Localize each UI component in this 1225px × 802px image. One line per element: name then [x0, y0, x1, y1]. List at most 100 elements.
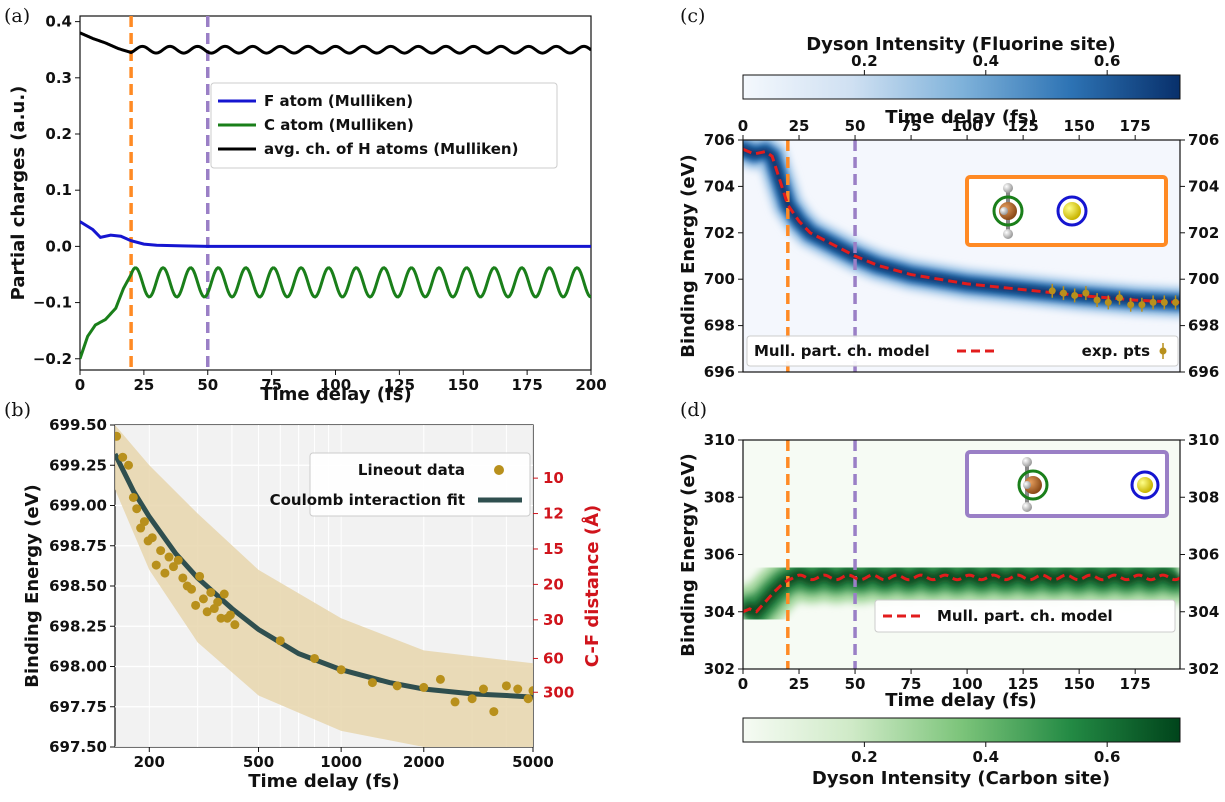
- panel-c-xaxis-tick-label: 25: [789, 117, 810, 135]
- panel-d-y2axis-tick-label: 308: [1188, 488, 1219, 506]
- fluorine-atom-icon: [1137, 477, 1153, 493]
- exp-data-point: [1138, 301, 1146, 309]
- panel-c-colorbar-title: Dyson Intensity (Fluorine site): [806, 34, 1116, 55]
- lineout-data-point: [467, 694, 477, 704]
- lineout-data-point: [160, 568, 170, 578]
- hydrogen-atom-icon: [1003, 229, 1013, 239]
- panel-a-xaxis-tick-label: 100: [320, 376, 351, 394]
- legend-swatch-lineout: [494, 465, 504, 475]
- panel-a-yaxis-tick-label: −0.1: [33, 294, 72, 312]
- panel-d-yaxis-tick-label: 306: [704, 546, 735, 564]
- lineout-data-point: [419, 682, 429, 692]
- panel-d-colorbar-tick-label: 0.4: [972, 748, 999, 766]
- lineout-data-point: [523, 694, 533, 704]
- hydrogen-atom-icon: [1023, 481, 1031, 489]
- panel-a-xaxis-tick-label: 175: [511, 376, 542, 394]
- panel-c-xaxis-tick-label: 0: [738, 117, 748, 135]
- exp-data-point: [1149, 298, 1157, 306]
- panel-d-xaxis-tick-label: 150: [1063, 675, 1094, 693]
- lineout-data-point: [213, 597, 223, 607]
- legend-lineout: Lineout data: [358, 461, 465, 479]
- panel-a-xaxis-tick-label: 50: [197, 376, 218, 394]
- panel-b-yaxis-tick-label: 699.00: [49, 497, 107, 515]
- panel-c-yaxis-tick-label: 698: [704, 317, 735, 335]
- panel-c-y2axis-tick-label: 700: [1188, 270, 1219, 288]
- lineout-data-point: [478, 684, 488, 694]
- panel-a-xaxis-tick-label: 75: [261, 376, 282, 394]
- panel-b-y2axis-tick-label: 60: [543, 649, 564, 667]
- fluorine-atom-icon: [1063, 202, 1081, 220]
- exp-data-point: [1093, 296, 1101, 304]
- legend-exp-pts: exp. pts: [1082, 342, 1150, 360]
- fluorine-marker-ring: [1056, 195, 1088, 227]
- panel-c-xaxis-tick-label: 175: [1120, 117, 1151, 135]
- panel-label-b: (b): [4, 399, 31, 421]
- panel-b-yaxis-tick-label: 698.25: [49, 617, 107, 635]
- panel-b-xaxis-tick-label: 200: [134, 753, 165, 771]
- lineout-data-point: [206, 587, 216, 597]
- legend-model: Mull. part. ch. model: [754, 342, 930, 360]
- panel-d-xaxis-tick-label: 25: [789, 675, 810, 693]
- panel-c-colorbar-tick-label: 0.2: [851, 52, 878, 70]
- legend-coulomb-fit: Coulomb interaction fit: [270, 491, 465, 509]
- panel-b-y2axis-tick-label: 15: [543, 540, 564, 558]
- panel-c-xaxis-tick-label: 125: [1007, 117, 1038, 135]
- hydrogen-atom-icon: [1000, 207, 1008, 215]
- panel-label-d: (d): [680, 399, 707, 421]
- lineout-data-point: [219, 589, 229, 599]
- panel-b-chart: 200 500 1000 2000 5000 697.50 697.75 698.00 698…: [22, 416, 603, 792]
- lineout-data-point: [195, 571, 205, 581]
- legend-exp-dot: [1159, 347, 1167, 355]
- panel-b-xlabel: Time delay (fs): [248, 771, 400, 792]
- panel-c-y2axis-tick-label: 698: [1188, 317, 1219, 335]
- exp-data-point: [1104, 298, 1112, 306]
- panel-d-xaxis-tick-label: 125: [1007, 675, 1038, 693]
- panel-b-y2axis-tick-label: 30: [543, 611, 564, 629]
- panel-a-xlabel: Time delay (fs): [260, 384, 412, 405]
- panel-b-yaxis-tick-label: 698.50: [49, 577, 107, 595]
- panel-a-yaxis-tick-label: −0.2: [33, 350, 72, 368]
- lineout-data-point: [513, 684, 523, 694]
- panel-b-y2axis-tick-label: 12: [543, 505, 564, 523]
- panel-d-xaxis-tick-label: 175: [1120, 675, 1151, 693]
- lineout-data-point: [168, 562, 178, 572]
- panel-d-xlabel: Time delay (fs): [885, 690, 1037, 711]
- lineout-data-point: [187, 584, 197, 594]
- exp-data-point: [1160, 298, 1168, 306]
- panel-label-a: (a): [4, 5, 30, 27]
- panel-d-xaxis-tick-label: 75: [901, 675, 922, 693]
- lineout-data-point: [156, 546, 166, 556]
- lineout-data-point: [191, 600, 201, 610]
- panel-b-yaxis-tick-label: 697.50: [49, 738, 107, 756]
- panel-c-colorbar: [742, 74, 1181, 100]
- lineout-data-point: [173, 555, 183, 565]
- lineout-data-point: [275, 636, 285, 646]
- hydrogen-atom-icon: [1022, 457, 1032, 467]
- exp-data-point: [1059, 289, 1067, 297]
- lineout-data-point: [489, 707, 499, 717]
- panel-d-xaxis-tick-label: 50: [845, 675, 866, 693]
- lineout-data-point: [216, 613, 226, 623]
- panel-c-xaxis-tick-label: 100: [951, 117, 982, 135]
- panel-d-chart: 0 25 50 75 100 125 150 175 302 304 306 308 310 302 30…: [678, 431, 1219, 789]
- panel-d-y2axis-tick-label: 310: [1188, 431, 1219, 449]
- panel-d-y2axis-tick-label: 304: [1188, 603, 1219, 621]
- inset-frame-purple: [965, 450, 1169, 518]
- panel-d-y2axis-tick-label: 306: [1188, 546, 1219, 564]
- lineout-data-point: [151, 560, 161, 570]
- panel-b-xaxis-tick-label: 5000: [512, 753, 554, 771]
- lineout-data-point: [139, 517, 149, 527]
- panel-c-chart: Dyson Intensity (Fluorine site) 0.2 0.4 0.…: [678, 34, 1219, 381]
- lineout-data-point: [115, 431, 122, 441]
- series-line-C: [80, 266, 591, 360]
- panel-b-xaxis-tick-label: 2000: [403, 753, 445, 771]
- panel-a-xaxis-tick-label: 25: [133, 376, 154, 394]
- legend-h-atoms: avg. ch. of H atoms (Mulliken): [264, 140, 518, 158]
- panel-a-xaxis-tick-label: 150: [448, 376, 479, 394]
- hydrogen-atom-icon: [1003, 183, 1013, 193]
- panel-b-yaxis-tick-label: 699.25: [49, 456, 107, 474]
- lineout-data-point: [164, 552, 174, 562]
- panel-c-yaxis-tick-label: 702: [704, 224, 735, 242]
- series-line-F: [80, 220, 591, 248]
- panel-a-yaxis-tick-label: 0.1: [45, 181, 72, 199]
